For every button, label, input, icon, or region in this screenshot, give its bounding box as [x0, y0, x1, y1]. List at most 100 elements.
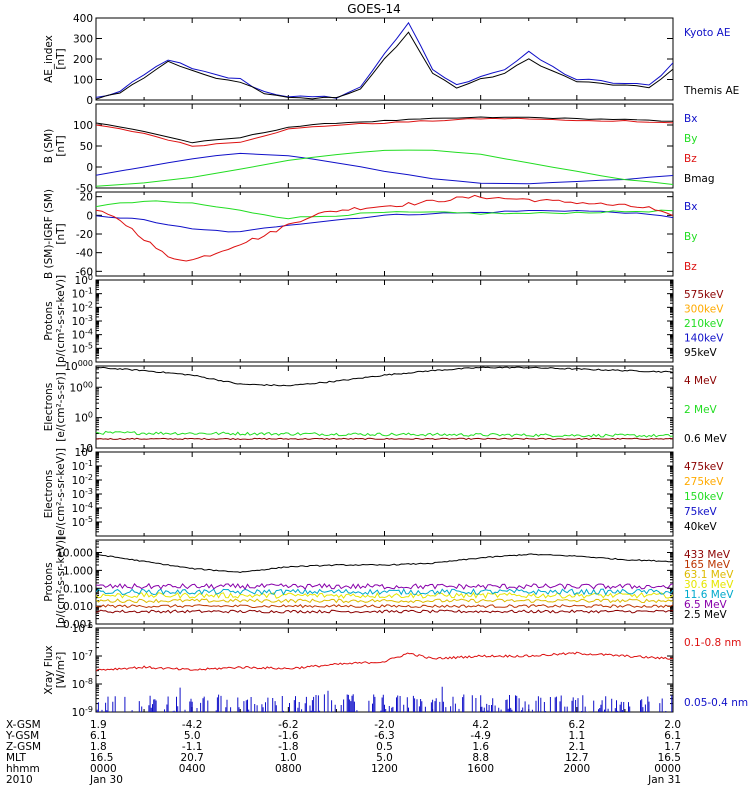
- y-tick-label: 10.000: [56, 548, 93, 560]
- y-axis-label: B (SM)-IGRF (SM): [43, 189, 55, 279]
- legend-kyoto-ae: Kyoto AE: [684, 27, 730, 39]
- xaxis-value: 1600: [467, 763, 494, 775]
- xaxis-value: 5.0: [184, 730, 201, 742]
- y-tick-label: 10: [80, 443, 93, 455]
- xaxis-value: 2.0: [664, 719, 681, 731]
- xaxis-value: -4.9: [470, 730, 491, 742]
- xaxis-value: 6.2: [568, 719, 585, 731]
- xaxis-value: -1.6: [278, 730, 299, 742]
- y-tick-label: 300: [73, 34, 93, 46]
- legend-63-1-mev: 63.1 MeV: [684, 569, 734, 581]
- xaxis-value: Jan 31: [647, 774, 681, 786]
- xaxis-value: 16.5: [658, 752, 681, 764]
- legend-themis-ae: Themis AE: [683, 85, 739, 97]
- xaxis-value: -1.8: [278, 741, 299, 753]
- series-by: [96, 200, 673, 220]
- xaxis-value: -4.2: [182, 719, 203, 731]
- series-by: [96, 149, 673, 187]
- y-tick-label: 200: [73, 54, 93, 66]
- y-tick-label: 0: [86, 162, 93, 174]
- panel-2: -50 0 50 100 B (SM) [nT] Bx By Bz Bmag: [43, 103, 715, 195]
- y-tick-label: -60: [76, 266, 93, 278]
- panel-frame: [95, 103, 674, 189]
- series-group: [96, 366, 673, 441]
- xaxis-row-label: Z-GSM: [6, 741, 41, 753]
- xaxis-value: 12.7: [565, 752, 588, 764]
- series-0-6-mev: [96, 366, 673, 387]
- y-tick-label: 0.001: [63, 619, 93, 631]
- legend-165-mev: 165 MeV: [684, 559, 731, 571]
- xaxis-row-label: hhmm: [6, 763, 40, 775]
- y-axis-label: AE_index: [43, 35, 55, 83]
- legend-6-5-mev: 6.5 MeV: [684, 599, 728, 611]
- legend-2-mev: 2 MeV: [684, 404, 718, 416]
- xaxis-value: -6.3: [374, 730, 395, 742]
- y-tick-label: 100: [73, 120, 93, 132]
- series-group: [96, 116, 673, 187]
- xaxis-value: 1200: [371, 763, 398, 775]
- xaxis-value: 2000: [563, 763, 590, 775]
- legend-575kev: 575keV: [684, 289, 724, 301]
- panel-1: 0 100 200 300 400 AE_index [nT] Kyoto AE Themis …: [43, 13, 739, 107]
- y-tick-label: 10-8: [72, 677, 93, 691]
- xaxis-value: 0.5: [376, 741, 393, 753]
- y-axis-label: Protons: [43, 301, 55, 340]
- series-2-mev: [96, 430, 673, 438]
- series-30-6-mev: [96, 591, 673, 599]
- y-tick-label: 10-1: [72, 287, 93, 301]
- legend-0-05-0-4-nm: 0.05-0.4 nm: [684, 697, 748, 709]
- y-tick-label: 10-5: [72, 515, 93, 529]
- chart-title: GOES-14: [347, 2, 401, 16]
- xaxis-value: 16.5: [90, 752, 113, 764]
- series-433-mev: [96, 609, 673, 614]
- series-0-05-0-4-nm: [96, 686, 673, 712]
- series-bmag: [96, 116, 673, 144]
- y-tick-label: 10-4: [72, 501, 93, 515]
- y-axis-label: B (SM): [43, 129, 55, 163]
- xaxis-value: 1.6: [472, 741, 489, 753]
- y-axis-label: Electrons: [43, 470, 55, 519]
- y-tick-label: 10-6: [72, 621, 93, 635]
- xaxis-value: 0400: [179, 763, 206, 775]
- y-axis-label: [e/(cm²-s-sr-keV)]: [55, 448, 67, 540]
- series-bz: [96, 194, 673, 262]
- y-tick-label: 10-1: [72, 459, 93, 473]
- xaxis-value: 8.8: [472, 752, 489, 764]
- series-bx: [96, 209, 673, 233]
- xaxis-value: 6.1: [664, 730, 681, 742]
- series-bx: [96, 152, 673, 185]
- series-kyoto-ae: [96, 21, 673, 99]
- xaxis-value: 2.1: [568, 741, 585, 753]
- legend-11-6-mev: 11.6 MeV: [684, 589, 734, 601]
- xaxis-value: -1.1: [182, 741, 203, 753]
- y-tick-label: 0.100: [63, 583, 93, 595]
- legend-4-mev: 4 MeV: [684, 375, 718, 387]
- legend-275kev: 275keV: [684, 476, 724, 488]
- y-tick-label: -20: [76, 229, 93, 241]
- y-axis-label: Xray Flux: [43, 645, 55, 694]
- y-tick-label: -40: [76, 248, 93, 260]
- series-11-6-mev: [96, 588, 673, 596]
- y-tick-label: 400: [73, 13, 93, 25]
- xaxis-value: -2.0: [374, 719, 395, 731]
- y-axis-label: [p/(cm²-s-sr-keV)]: [55, 536, 67, 628]
- y-tick-label: 100: [75, 411, 93, 425]
- xaxis-row-label: Y-GSM: [5, 730, 39, 742]
- y-tick-label: 10-2: [72, 473, 93, 487]
- y-tick-label: 0.010: [63, 601, 93, 613]
- xaxis-value: 1.1: [568, 730, 585, 742]
- y-axis-label: [nT]: [55, 135, 67, 156]
- xaxis-value: 0000: [90, 763, 117, 775]
- y-tick-label: -50: [76, 183, 93, 195]
- series-group: [96, 553, 673, 614]
- y-axis-label: [nT]: [55, 223, 67, 244]
- series-0-1-0-8-nm: [96, 651, 673, 672]
- series-165-mev: [96, 604, 673, 609]
- y-axis-label: Electrons: [43, 383, 55, 432]
- series-6-5-mev: [96, 582, 673, 591]
- series-63-1-mev: [96, 598, 673, 604]
- legend-140kev: 140keV: [684, 333, 724, 345]
